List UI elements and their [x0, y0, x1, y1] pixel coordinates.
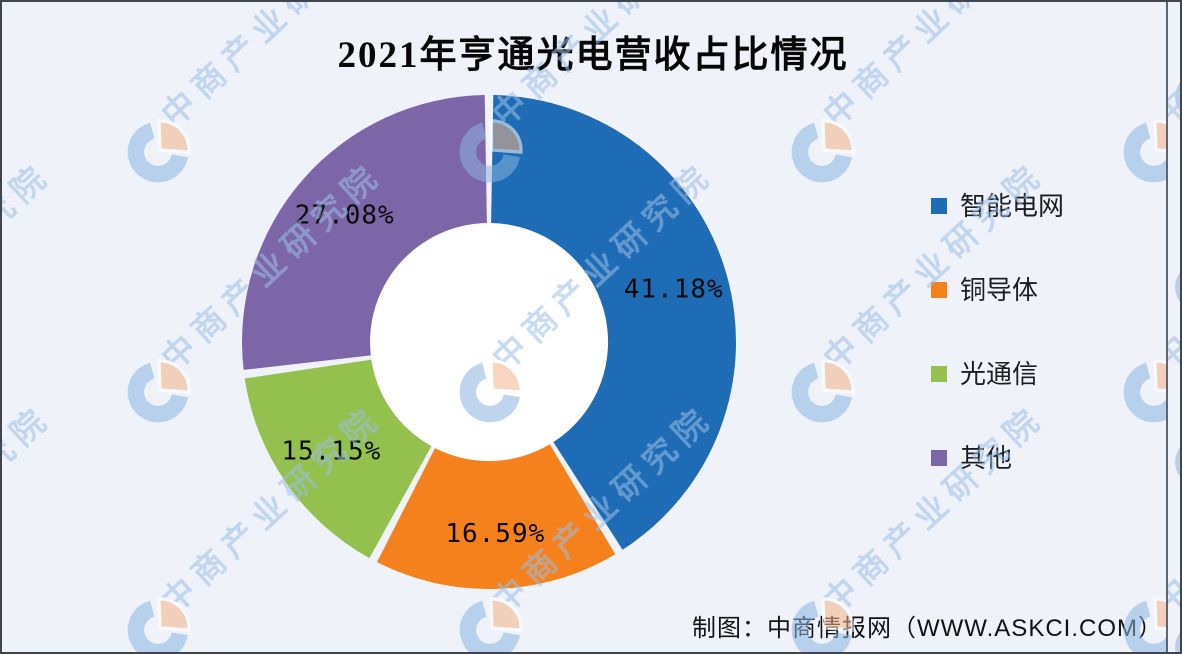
legend-label: 智能电网: [960, 191, 1065, 221]
slice-percentage-label: 15.15%: [281, 437, 381, 467]
donut-slice-光通信: [244, 359, 432, 559]
legend-label: 铜导体: [960, 275, 1039, 305]
donut-slice-智能电网: [491, 95, 736, 550]
slice-percentage-label: 16.59%: [445, 519, 545, 549]
legend-item-copper-conductor: 铜导体: [931, 275, 1064, 305]
chart-title: 2021年亨通光电营收占比情况: [337, 35, 849, 76]
legend-swatch-others: [931, 450, 947, 466]
legend-swatch-smart-grid: [931, 198, 947, 214]
donut-slice-铜导体: [377, 444, 616, 589]
donut-hole: [370, 223, 608, 461]
attribution-text: 制图：中商情报网（WWW.ASKCI.COM）: [692, 615, 1163, 642]
legend-swatch-copper-conductor: [931, 282, 947, 298]
legend-label: 光通信: [960, 359, 1039, 389]
legend-item-others: 其他: [931, 443, 1064, 473]
legend-swatch-optical-communication: [931, 366, 947, 382]
slice-percentage-label: 41.18%: [624, 275, 724, 305]
donut-slice-其他: [242, 95, 487, 370]
legend-item-smart-grid: 智能电网: [931, 191, 1064, 221]
vertical-divider-line: [1166, 2, 1168, 652]
slice-percentage-label: 27.08%: [295, 200, 395, 230]
legend: 智能电网 铜导体 光通信 其他: [931, 191, 1064, 473]
legend-label: 其他: [960, 443, 1013, 473]
legend-item-optical-communication: 光通信: [931, 359, 1064, 389]
